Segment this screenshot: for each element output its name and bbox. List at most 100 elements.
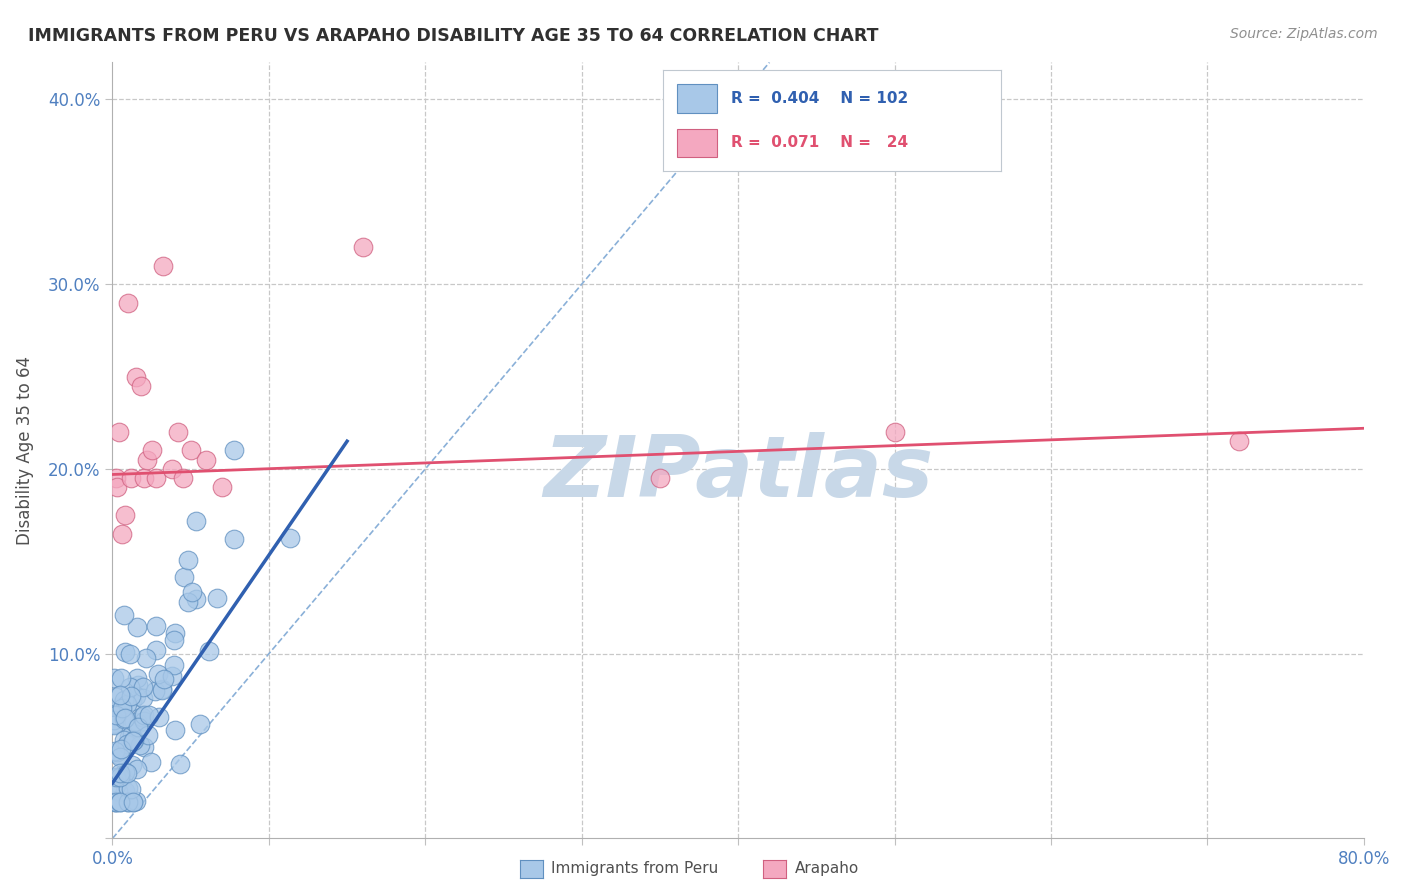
Point bbox=[222, 533, 245, 547]
Point bbox=[103, 717, 125, 731]
Point bbox=[127, 715, 149, 730]
Point bbox=[152, 259, 174, 273]
Point bbox=[112, 770, 135, 784]
Point bbox=[167, 425, 190, 439]
Point bbox=[131, 681, 153, 695]
Point bbox=[121, 727, 143, 741]
Point bbox=[145, 619, 167, 633]
Point bbox=[114, 765, 136, 780]
Point bbox=[169, 757, 191, 772]
Point bbox=[150, 681, 173, 696]
Point bbox=[125, 620, 148, 634]
Point bbox=[180, 443, 202, 458]
Point bbox=[136, 728, 159, 742]
Point bbox=[121, 694, 143, 708]
Point bbox=[110, 765, 132, 780]
Point bbox=[103, 713, 125, 727]
Point bbox=[108, 700, 131, 714]
Point bbox=[132, 471, 155, 485]
Point bbox=[135, 452, 157, 467]
Point bbox=[112, 693, 135, 707]
Point bbox=[1227, 434, 1250, 449]
Point bbox=[104, 743, 127, 757]
Point bbox=[127, 678, 149, 692]
Point bbox=[118, 731, 141, 745]
Point bbox=[162, 632, 184, 647]
Point bbox=[104, 471, 127, 485]
Point bbox=[110, 671, 132, 685]
Point bbox=[110, 770, 132, 784]
Point bbox=[135, 651, 157, 665]
Point bbox=[121, 733, 143, 747]
Point bbox=[883, 425, 905, 439]
Point bbox=[139, 755, 162, 769]
Point bbox=[153, 673, 176, 687]
Point bbox=[177, 594, 200, 608]
Point bbox=[141, 443, 163, 458]
Point bbox=[132, 708, 155, 723]
Point bbox=[145, 471, 167, 485]
Point bbox=[125, 369, 148, 384]
Text: ZIPatlas: ZIPatlas bbox=[543, 433, 934, 516]
Point bbox=[118, 738, 141, 752]
Point bbox=[108, 795, 131, 809]
Point bbox=[105, 778, 128, 792]
Point bbox=[114, 784, 136, 798]
Point bbox=[176, 553, 198, 567]
Point bbox=[195, 452, 218, 467]
Point bbox=[112, 712, 135, 726]
Point bbox=[146, 666, 169, 681]
Point bbox=[188, 717, 211, 731]
Point bbox=[129, 379, 152, 393]
Point bbox=[115, 737, 138, 751]
Point bbox=[104, 795, 127, 809]
Point bbox=[132, 691, 155, 706]
Point bbox=[186, 592, 208, 607]
Point bbox=[110, 795, 132, 809]
Point bbox=[121, 757, 143, 772]
Point bbox=[131, 710, 153, 724]
Point bbox=[105, 480, 128, 494]
Text: Arapaho: Arapaho bbox=[794, 862, 859, 876]
Point bbox=[114, 710, 136, 724]
Point bbox=[105, 690, 128, 705]
Point bbox=[197, 643, 219, 657]
Point bbox=[143, 684, 166, 698]
Point bbox=[114, 645, 136, 659]
Point bbox=[107, 425, 129, 439]
Point bbox=[125, 671, 148, 685]
Point bbox=[110, 688, 132, 702]
Point bbox=[172, 471, 194, 485]
Point bbox=[108, 769, 131, 783]
Point bbox=[105, 793, 128, 807]
Point bbox=[121, 795, 143, 809]
Point bbox=[165, 723, 187, 737]
Point bbox=[120, 680, 142, 694]
Point bbox=[117, 780, 139, 795]
Point bbox=[125, 690, 148, 704]
Point bbox=[352, 240, 374, 254]
Point bbox=[207, 591, 229, 606]
Point bbox=[160, 462, 183, 476]
Point bbox=[112, 732, 135, 747]
Point bbox=[104, 707, 127, 722]
Point bbox=[105, 795, 128, 809]
Point bbox=[108, 748, 131, 763]
Point bbox=[127, 720, 149, 734]
Point bbox=[173, 570, 195, 584]
Point bbox=[132, 739, 155, 754]
Point bbox=[120, 782, 142, 797]
Point bbox=[103, 718, 125, 732]
Point bbox=[114, 508, 136, 523]
Point bbox=[125, 763, 148, 777]
Point bbox=[105, 745, 128, 759]
Point bbox=[117, 795, 139, 809]
Point bbox=[115, 766, 138, 780]
Point bbox=[118, 647, 141, 661]
Point bbox=[120, 690, 142, 704]
Point bbox=[648, 471, 671, 485]
Point bbox=[150, 683, 173, 698]
Point bbox=[160, 669, 183, 683]
Point bbox=[105, 770, 128, 784]
Y-axis label: Disability Age 35 to 64: Disability Age 35 to 64 bbox=[17, 356, 34, 545]
